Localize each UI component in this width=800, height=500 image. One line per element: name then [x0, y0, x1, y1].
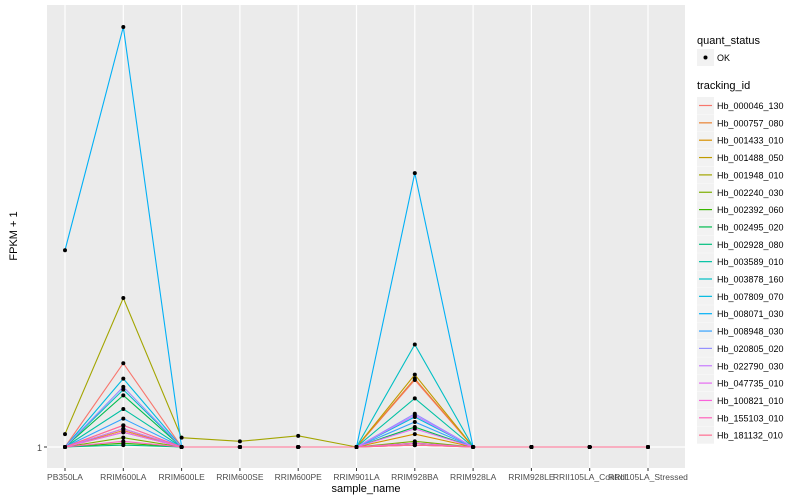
data-point: [121, 443, 126, 448]
legend-label: Hb_003878_160: [717, 275, 784, 285]
x-tick-label: RRIM600LE: [158, 472, 205, 482]
data-point: [471, 445, 476, 449]
x-tick-label: RRIM901LA: [333, 472, 380, 482]
legend-label: Hb_003589_010: [717, 257, 784, 267]
data-point: [529, 445, 534, 449]
x-tick-label: RRIM600LA: [100, 472, 147, 482]
legend-label: Hb_001433_010: [717, 136, 784, 146]
data-point: [412, 413, 417, 418]
legend-label: Hb_002928_080: [717, 240, 784, 250]
x-tick-label: RRII105LA_Stressed: [608, 472, 688, 482]
plot-panel: [47, 5, 685, 468]
data-point: [646, 445, 650, 449]
data-point: [237, 445, 242, 449]
data-point: [121, 406, 126, 411]
legend-label: Hb_022790_030: [717, 361, 784, 371]
y-axis-title: FPKM + 1: [8, 211, 20, 260]
data-point: [121, 435, 126, 440]
x-tick-label: RRIM928LE: [508, 472, 555, 482]
legend-label: Hb_020805_020: [717, 344, 784, 354]
legend-label: Hb_001488_050: [717, 153, 784, 163]
legend-label: Hb_181132_010: [717, 431, 783, 441]
data-point: [412, 396, 417, 401]
data-point: [412, 426, 417, 431]
legend-label: Hb_008071_030: [717, 309, 784, 319]
data-point: [354, 445, 359, 449]
data-point: [121, 426, 126, 431]
data-point: [121, 439, 126, 444]
data-point: [121, 393, 126, 398]
legend-label: Hb_047735_010: [717, 379, 784, 389]
data-point: [63, 432, 67, 437]
legend-label: Hb_002495_020: [717, 222, 784, 232]
data-point: [412, 443, 417, 448]
legend-label: Hb_001948_010: [717, 170, 784, 180]
x-tick-label: PB350LA: [47, 472, 83, 482]
data-point: [412, 376, 417, 381]
legend-label: Hb_002392_060: [717, 205, 784, 215]
data-point: [412, 372, 417, 377]
data-point: [121, 25, 126, 29]
legend-label: Hb_155103_010: [717, 413, 784, 423]
legend-title-tracking-id: tracking_id: [697, 80, 750, 92]
data-point: [121, 361, 126, 366]
data-point: [412, 171, 417, 176]
data-point: [179, 435, 184, 440]
x-tick-label: RRIM600SE: [216, 472, 264, 482]
data-point: [121, 423, 126, 428]
data-point: [121, 376, 126, 381]
legend-label: Hb_000046_130: [717, 101, 784, 111]
legend-label-ok: OK: [717, 53, 730, 63]
x-axis-title: sample_name: [331, 483, 400, 495]
legend-point-ok: [703, 55, 708, 60]
data-point: [237, 439, 242, 444]
x-tick-label: RRII105LA_Control: [553, 472, 627, 482]
data-point: [121, 416, 126, 421]
data-point: [121, 430, 126, 435]
data-point: [587, 445, 592, 449]
data-point: [63, 248, 67, 253]
data-point: [412, 432, 417, 437]
legend-label: Hb_000757_080: [717, 118, 784, 128]
y-tick-label: 1: [37, 443, 42, 453]
data-point: [412, 419, 417, 424]
data-point: [121, 387, 126, 392]
data-point: [296, 433, 301, 438]
legend-title-quant-status: quant_status: [697, 35, 760, 47]
data-point: [179, 445, 184, 449]
legend-label: Hb_002240_030: [717, 188, 784, 198]
data-point: [296, 445, 301, 449]
data-point: [121, 296, 126, 301]
data-point: [63, 445, 67, 449]
legend-label: Hb_008948_030: [717, 327, 784, 337]
data-point: [412, 342, 417, 347]
x-tick-label: RRIM928LA: [450, 472, 497, 482]
data-point: [121, 384, 126, 389]
legend-label: Hb_100821_010: [717, 396, 784, 406]
x-tick-label: RRIM928BA: [391, 472, 439, 482]
legend-label: Hb_007809_070: [717, 292, 784, 302]
x-tick-label: RRIM600PE: [275, 472, 323, 482]
